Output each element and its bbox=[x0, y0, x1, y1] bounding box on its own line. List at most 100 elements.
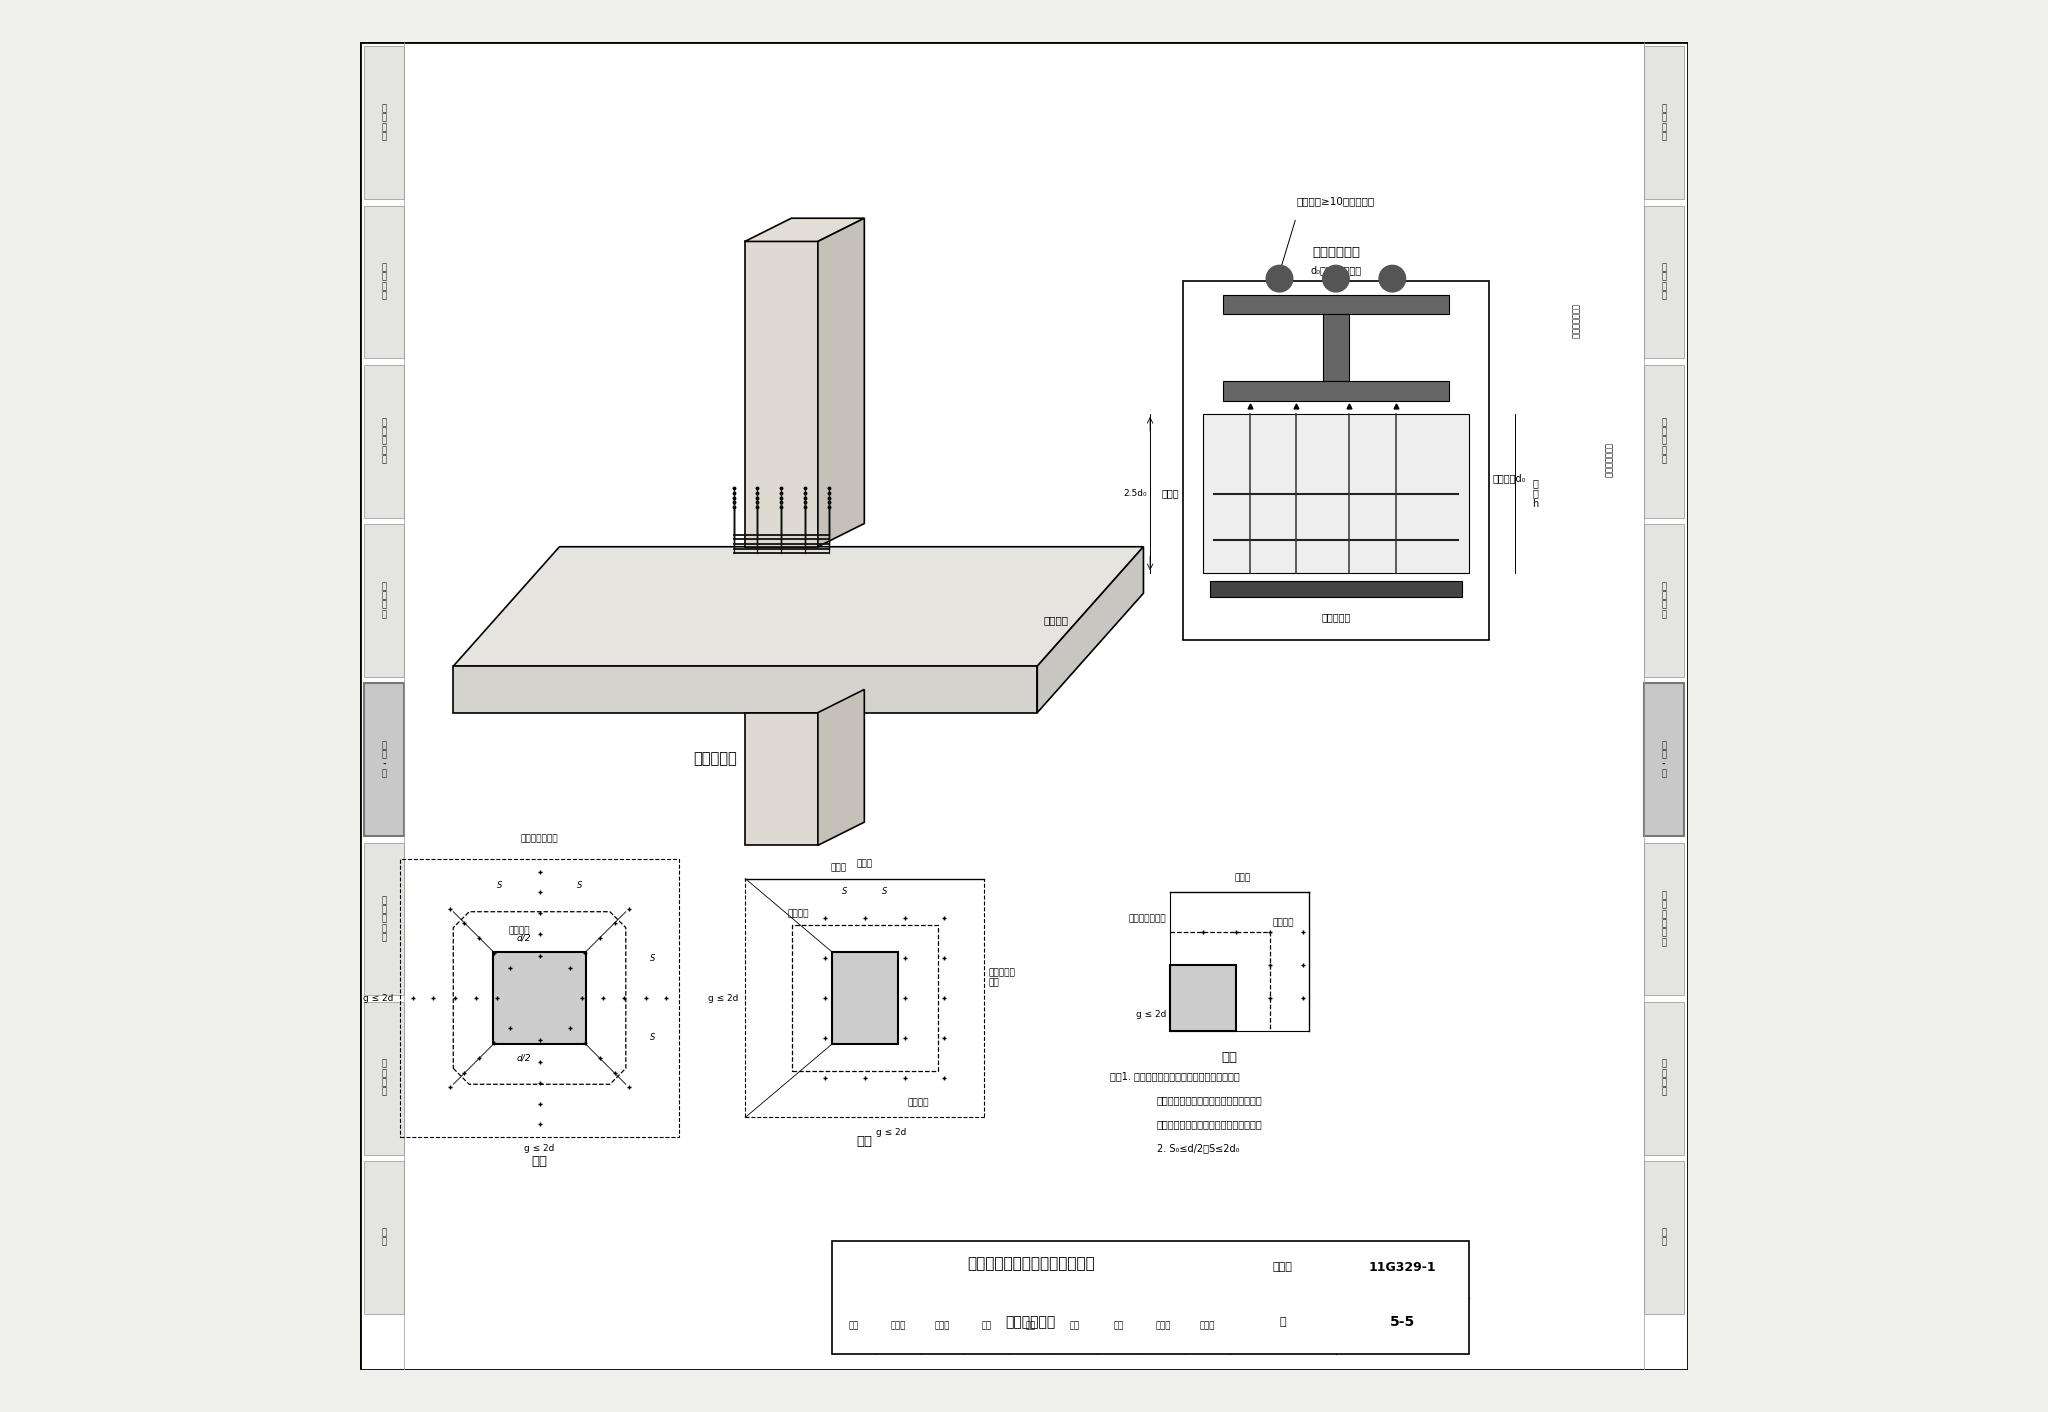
Text: （抗剪栓钉）: （抗剪栓钉） bbox=[1006, 1315, 1057, 1329]
Text: 逯晔: 逯晔 bbox=[1026, 1322, 1036, 1330]
Text: 其
他: 其 他 bbox=[1661, 1228, 1667, 1247]
Text: 板边线: 板边线 bbox=[1235, 874, 1251, 882]
Polygon shape bbox=[453, 666, 1036, 713]
FancyBboxPatch shape bbox=[1645, 206, 1683, 359]
Text: 2.5d₀: 2.5d₀ bbox=[1124, 489, 1147, 498]
Text: 2. S₀≤d/2；S≤2d₀: 2. S₀≤d/2；S≤2d₀ bbox=[1157, 1142, 1239, 1152]
FancyBboxPatch shape bbox=[365, 1161, 403, 1315]
Text: 栓钉保护层厚度: 栓钉保护层厚度 bbox=[1604, 443, 1612, 477]
Text: 临界截面: 临界截面 bbox=[1044, 614, 1069, 624]
Text: d/2: d/2 bbox=[516, 933, 530, 943]
Text: 简
体
结
构: 简 体 结 构 bbox=[381, 1060, 387, 1097]
Text: 边柱: 边柱 bbox=[856, 1135, 872, 1148]
Text: S: S bbox=[842, 887, 848, 897]
FancyBboxPatch shape bbox=[365, 524, 403, 676]
Text: d/2: d/2 bbox=[516, 1053, 530, 1062]
Text: 内柱: 内柱 bbox=[532, 1155, 547, 1168]
Text: 板
柱
-
剪: 板 柱 - 剪 bbox=[381, 741, 387, 778]
Text: 栓钉直径d₀: 栓钉直径d₀ bbox=[1493, 473, 1526, 483]
Text: 编
制
说
明: 编 制 说 明 bbox=[1661, 104, 1667, 141]
FancyBboxPatch shape bbox=[494, 952, 586, 1045]
FancyBboxPatch shape bbox=[365, 683, 403, 836]
Circle shape bbox=[1378, 265, 1405, 292]
Text: 部
分
框
支
结
构: 部 分 框 支 结 构 bbox=[1661, 891, 1667, 947]
Polygon shape bbox=[745, 713, 817, 846]
FancyBboxPatch shape bbox=[1223, 381, 1448, 401]
Text: 角柱: 角柱 bbox=[1223, 1051, 1237, 1065]
Text: d₀为受弯钢筋直径: d₀为受弯钢筋直径 bbox=[1311, 265, 1362, 275]
Text: 底部扁钢条: 底部扁钢条 bbox=[1321, 611, 1350, 623]
Text: 剪
力
墙
结
构: 剪 力 墙 结 构 bbox=[1661, 418, 1667, 465]
Text: 剪
力
墙
结
构: 剪 力 墙 结 构 bbox=[381, 895, 387, 942]
FancyBboxPatch shape bbox=[1210, 582, 1462, 597]
Text: 校对: 校对 bbox=[981, 1322, 991, 1330]
Circle shape bbox=[1323, 265, 1350, 292]
Text: 栓钉构造大样: 栓钉构造大样 bbox=[1313, 246, 1360, 258]
FancyBboxPatch shape bbox=[1645, 843, 1683, 995]
Text: S: S bbox=[649, 1034, 655, 1042]
Polygon shape bbox=[1036, 546, 1143, 713]
Text: 力
墙
结
构: 力 墙 结 构 bbox=[381, 582, 387, 618]
Text: 板钢筋: 板钢筋 bbox=[1161, 489, 1180, 498]
Polygon shape bbox=[745, 219, 864, 241]
FancyBboxPatch shape bbox=[831, 1241, 1468, 1354]
Text: 顶部面积≥10倍钉身面积: 顶部面积≥10倍钉身面积 bbox=[1296, 196, 1374, 206]
FancyBboxPatch shape bbox=[1184, 281, 1489, 640]
Text: 薛慧立: 薛慧立 bbox=[891, 1322, 905, 1330]
Text: 注：1. 板柱节点应进行竖向荷载及水平荷载作用: 注：1. 板柱节点应进行竖向荷载及水平荷载作用 bbox=[1110, 1070, 1239, 1082]
Text: S: S bbox=[649, 953, 655, 963]
Text: 框
架
结
构: 框 架 结 构 bbox=[1661, 264, 1667, 301]
Text: g ≤ 2d: g ≤ 2d bbox=[709, 994, 739, 1003]
Text: 一
般
规
定: 一 般 规 定 bbox=[381, 104, 387, 141]
FancyBboxPatch shape bbox=[1202, 414, 1468, 573]
FancyBboxPatch shape bbox=[1223, 295, 1448, 315]
Circle shape bbox=[1266, 265, 1292, 292]
Text: 框
架
结
构: 框 架 结 构 bbox=[381, 264, 387, 301]
Text: g ≤ 2d: g ≤ 2d bbox=[877, 1128, 907, 1137]
Text: 板边线: 板边线 bbox=[856, 858, 872, 868]
Text: 栓钉保护层厚度: 栓钉保护层厚度 bbox=[1571, 304, 1579, 339]
Polygon shape bbox=[745, 241, 817, 546]
Text: 临界截面: 临界截面 bbox=[907, 1099, 928, 1107]
Text: 图集号: 图集号 bbox=[1274, 1262, 1292, 1272]
Text: 冲切面上均剪力传递不平衡弯矩的作用。: 冲切面上均剪力传递不平衡弯矩的作用。 bbox=[1157, 1118, 1262, 1128]
FancyBboxPatch shape bbox=[365, 206, 403, 359]
Polygon shape bbox=[817, 689, 864, 846]
Text: 力
墙
结
构: 力 墙 结 构 bbox=[1661, 582, 1667, 618]
FancyBboxPatch shape bbox=[831, 952, 897, 1045]
Text: 临界截面: 临界截面 bbox=[508, 926, 530, 936]
Text: 数凤凰: 数凤凰 bbox=[1200, 1322, 1214, 1330]
Text: 剪
力
墙
结
构: 剪 力 墙 结 构 bbox=[381, 418, 387, 465]
FancyBboxPatch shape bbox=[1645, 683, 1683, 836]
Text: S: S bbox=[578, 881, 582, 890]
FancyBboxPatch shape bbox=[365, 1003, 403, 1155]
FancyBboxPatch shape bbox=[1645, 1003, 1683, 1155]
FancyBboxPatch shape bbox=[1323, 315, 1350, 381]
Text: 无柱帽板柱节点抗剪构造（二）: 无柱帽板柱节点抗剪构造（二） bbox=[967, 1255, 1094, 1271]
Polygon shape bbox=[453, 546, 1143, 666]
Text: 页: 页 bbox=[1280, 1317, 1286, 1327]
Text: 张国庆: 张国庆 bbox=[1155, 1322, 1171, 1330]
Text: 简
体
结
构: 简 体 结 构 bbox=[1661, 1060, 1667, 1097]
FancyBboxPatch shape bbox=[1645, 364, 1683, 518]
Text: 板边线: 板边线 bbox=[829, 863, 846, 871]
FancyBboxPatch shape bbox=[1645, 1161, 1683, 1315]
Text: 其
他: 其 他 bbox=[381, 1228, 387, 1247]
Text: 最外侧栓钉连线: 最外侧栓钉连线 bbox=[1128, 914, 1165, 923]
Text: 栓钉布置图: 栓钉布置图 bbox=[692, 751, 737, 767]
Text: 下冲切承载力的验算，应考虑由板柱节点: 下冲切承载力的验算，应考虑由板柱节点 bbox=[1157, 1094, 1262, 1106]
FancyBboxPatch shape bbox=[1645, 47, 1683, 199]
Text: 板
厚
h: 板 厚 h bbox=[1532, 477, 1538, 510]
Text: S: S bbox=[498, 881, 502, 890]
FancyBboxPatch shape bbox=[360, 42, 1688, 1370]
Text: 蔚慧立: 蔚慧立 bbox=[934, 1322, 950, 1330]
Text: 最外侧栓钉连线: 最外侧栓钉连线 bbox=[520, 834, 559, 843]
Text: 临界截面: 临界截面 bbox=[1272, 919, 1294, 928]
Text: 框
架
-
剪: 框 架 - 剪 bbox=[1661, 741, 1667, 778]
Text: 11G329-1: 11G329-1 bbox=[1368, 1261, 1436, 1274]
FancyBboxPatch shape bbox=[365, 47, 403, 199]
Text: 审核: 审核 bbox=[848, 1322, 858, 1330]
Text: 最外侧栓钉
连线: 最外侧栓钉 连线 bbox=[989, 969, 1016, 988]
Text: g ≤ 2d: g ≤ 2d bbox=[1137, 1010, 1165, 1019]
Polygon shape bbox=[817, 219, 864, 546]
